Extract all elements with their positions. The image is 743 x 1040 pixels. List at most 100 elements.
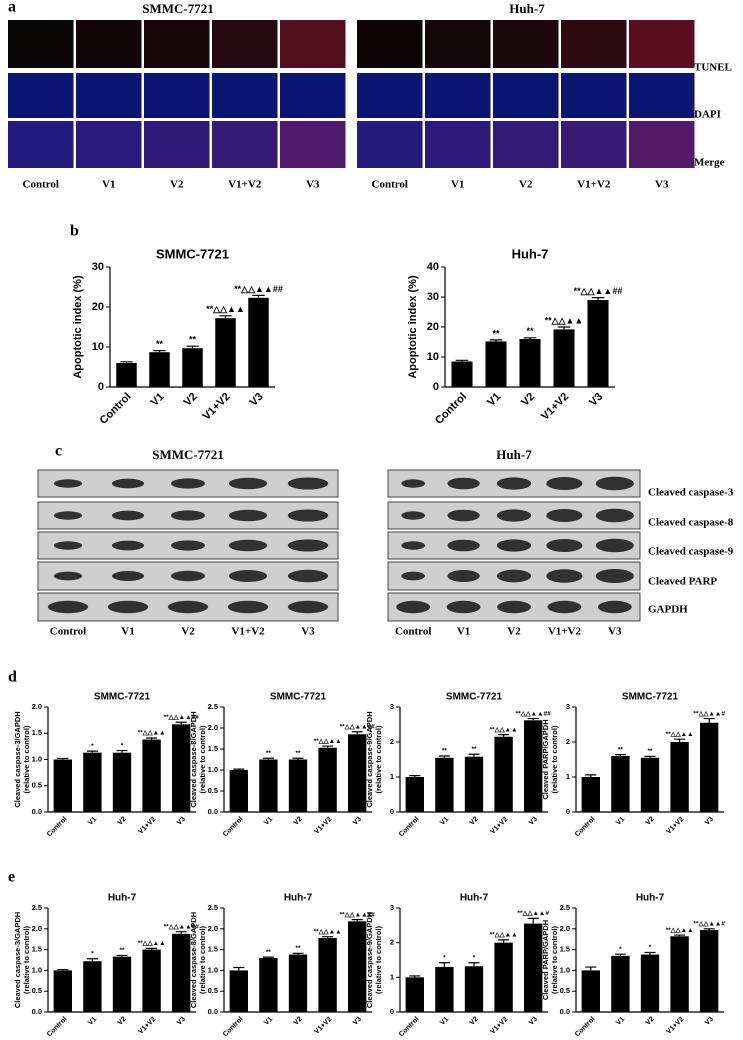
significance-label: **△△▲▲## xyxy=(164,923,200,930)
micrograph xyxy=(629,73,695,118)
micrograph-texture xyxy=(8,121,74,168)
chart-title: SMMC-7721 xyxy=(94,692,151,703)
x-tick-label: Control xyxy=(46,816,69,839)
y-tick-label: 1.5 xyxy=(32,945,42,954)
y-axis-label: (relative to control) xyxy=(374,725,383,793)
bar xyxy=(229,770,248,812)
error-bar xyxy=(322,745,334,748)
group-title: SMMC-7721 xyxy=(142,1,214,16)
blot-band xyxy=(595,568,634,584)
micrograph-texture xyxy=(629,121,695,168)
micrograph-texture xyxy=(212,73,278,118)
micrograph-signal xyxy=(212,20,278,68)
bar xyxy=(259,759,278,812)
row-label: Cleaved caspase-9 xyxy=(648,546,734,558)
row-label: Cleaved caspase-8 xyxy=(648,517,734,529)
significance-label: * xyxy=(473,954,476,961)
chart-title: SMMC-7721 xyxy=(622,692,679,703)
group-title: SMMC-7721 xyxy=(152,447,224,462)
y-tick-label: 0.0 xyxy=(208,807,218,816)
blot-band xyxy=(496,539,532,552)
bar xyxy=(149,352,170,387)
bar xyxy=(700,930,719,1012)
micrograph-signal xyxy=(357,20,423,68)
bar xyxy=(318,747,337,812)
bar xyxy=(348,921,367,1012)
significance-label: **△△▲▲ xyxy=(666,927,694,934)
x-tick-label: V2 xyxy=(182,391,200,409)
error-bar xyxy=(438,755,450,758)
bar xyxy=(485,341,507,387)
significance-label: **△△▲▲ xyxy=(666,731,694,738)
micrograph xyxy=(212,20,278,68)
y-tick-label: 10 xyxy=(427,351,439,363)
column-label: Control xyxy=(395,626,431,638)
blot-band xyxy=(401,571,426,581)
y-tick-label: 2.0 xyxy=(208,924,218,933)
significance-label: ** xyxy=(156,339,164,349)
y-tick-label: 30 xyxy=(92,261,104,273)
chart-title: Huh-7 xyxy=(512,246,549,261)
micrograph-signal xyxy=(493,121,559,168)
y-axis-label: Cleaved caspase-9/GAPDH xyxy=(365,912,374,1008)
y-axis-label: Cleaved caspase-8/GAPDH xyxy=(189,711,198,807)
x-tick-label: V1 xyxy=(615,1016,626,1027)
y-tick-label: 0 xyxy=(390,1007,394,1016)
bar xyxy=(670,742,689,812)
group-title: Huh-7 xyxy=(509,1,545,16)
blot-band xyxy=(107,600,149,614)
micrograph xyxy=(280,73,346,118)
y-tick-label: 1.0 xyxy=(208,765,218,774)
bar xyxy=(172,724,191,812)
y-tick-label: 20 xyxy=(427,321,439,333)
micrograph xyxy=(561,121,627,168)
x-tick-label: V1+V2 xyxy=(313,1016,333,1036)
bar xyxy=(524,923,543,1012)
blot-band xyxy=(595,538,634,553)
bar xyxy=(494,942,513,1012)
bar xyxy=(116,363,137,387)
blot-band xyxy=(401,479,426,488)
y-axis-label: Cleaved PARP/GAPDH xyxy=(541,719,550,799)
micrograph-signal xyxy=(212,121,278,168)
y-axis-label: (relative to control) xyxy=(198,926,207,994)
column-label: V2 xyxy=(170,179,184,191)
bar xyxy=(464,966,484,1012)
significance-label: **△△▲▲ xyxy=(206,304,245,314)
micrograph xyxy=(8,73,74,118)
y-tick-label: 1.0 xyxy=(208,965,218,974)
blot-band xyxy=(287,600,329,614)
bar xyxy=(83,961,102,1012)
micrograph xyxy=(280,20,346,68)
error-bar xyxy=(252,294,265,298)
panel-label: d xyxy=(8,669,17,686)
column-label: Control xyxy=(50,626,86,638)
significance-label: ** xyxy=(266,949,272,956)
significance-label: **△△▲▲# xyxy=(517,910,549,917)
y-tick-label: 1 xyxy=(566,772,570,781)
error-bar xyxy=(262,757,274,760)
column-label: V3 xyxy=(608,626,622,638)
error-bar xyxy=(86,958,98,962)
significance-label: ** xyxy=(295,750,301,757)
y-tick-label: 1.5 xyxy=(560,945,570,954)
y-tick-label: 2.0 xyxy=(208,723,218,732)
error-bar xyxy=(438,962,450,967)
error-bar xyxy=(262,956,274,958)
error-bar xyxy=(116,954,128,957)
error-bar xyxy=(120,361,133,363)
blot-band xyxy=(167,600,209,614)
bar xyxy=(451,361,473,387)
column-label: V1+V2 xyxy=(548,626,582,638)
column-label: V1 xyxy=(457,626,470,638)
y-tick-label: 0.5 xyxy=(560,986,570,995)
x-tick-label: V1 xyxy=(439,1016,450,1027)
y-axis-label: Apoptotic index (%) xyxy=(72,275,84,379)
micrograph-signal xyxy=(561,121,627,168)
x-tick-label: Control xyxy=(222,1016,245,1039)
micrograph xyxy=(76,73,142,118)
y-tick-label: 0.5 xyxy=(208,786,218,795)
x-tick-label: V1+V2 xyxy=(489,816,509,836)
blot-band xyxy=(111,540,145,551)
x-tick-label: V2 xyxy=(469,1016,480,1027)
